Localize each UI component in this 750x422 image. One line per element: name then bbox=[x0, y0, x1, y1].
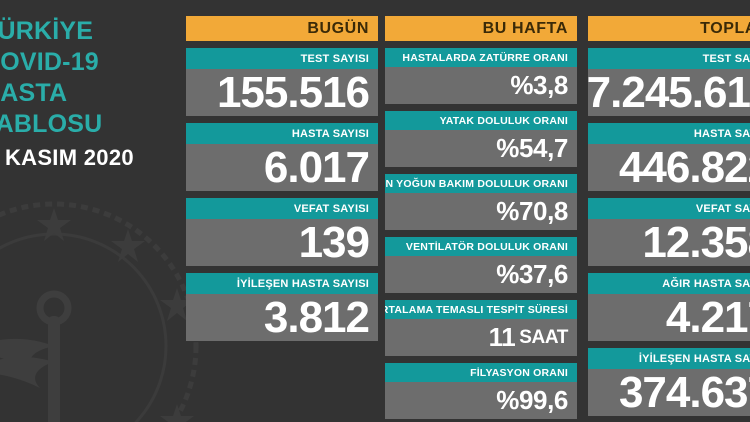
stat-label: ERİŞKİN YOĞUN BAKIM DOLULUK ORANI bbox=[385, 174, 577, 193]
stat-row: YATAK DOLULUK ORANI %54,7 bbox=[385, 111, 577, 167]
stat-value-number: 11 bbox=[488, 322, 516, 352]
stat-value: 12.358 bbox=[588, 219, 750, 266]
stat-value: %70,8 bbox=[385, 193, 577, 230]
stat-value: 11 SAAT bbox=[385, 319, 577, 356]
stat-row: TEST SAYISI 155.516 bbox=[186, 48, 378, 116]
stat-row: HASTALARDA ZATÜRRE ORANI %3,8 bbox=[385, 48, 577, 104]
stat-value: %3,8 bbox=[385, 67, 577, 104]
column-header-toplam: TOPLAM bbox=[588, 16, 750, 41]
stat-row: ERİŞKİN YOĞUN BAKIM DOLULUK ORANI %70,8 bbox=[385, 174, 577, 230]
stat-label: VENTİLATÖR DOLULUK ORANI bbox=[385, 237, 577, 256]
stat-value: %37,6 bbox=[385, 256, 577, 293]
stat-row: VEFAT SAYISI 12.358 bbox=[588, 198, 750, 266]
stat-row: VEFAT SAYISI 139 bbox=[186, 198, 378, 266]
stat-label: TEST SAYISI bbox=[186, 48, 378, 69]
stat-value: 4.217 bbox=[588, 294, 750, 341]
stat-value: 3.812 bbox=[186, 294, 378, 341]
column-header-bugun: BUGÜN bbox=[186, 16, 378, 41]
column-bugun: BUGÜN TEST SAYISI 155.516 HASTA SAYISI 6… bbox=[186, 16, 378, 341]
stat-label: VEFAT SAYISI bbox=[588, 198, 750, 219]
stat-label: İYİLEŞEN HASTA SAYISI bbox=[186, 273, 378, 294]
page-title: TÜRKİYE COVID-19 HASTA TABLOSU bbox=[0, 16, 187, 140]
stat-value: 374.637 bbox=[588, 369, 750, 416]
stat-value-unit: SAAT bbox=[519, 326, 568, 348]
stat-row: İYİLEŞEN HASTA SAYISI 374.637 bbox=[588, 348, 750, 416]
stat-label: TEST SAYISI bbox=[588, 48, 750, 69]
stat-label: VEFAT SAYISI bbox=[186, 198, 378, 219]
column-bu-hafta: BU HAFTA HASTALARDA ZATÜRRE ORANI %3,8 Y… bbox=[385, 16, 577, 419]
stat-row: ORTALAMA TEMASLI TESPİT SÜRESİ 11 SAAT bbox=[385, 300, 577, 356]
stat-row: HASTA SAYISI 6.017 bbox=[186, 123, 378, 191]
stat-value: %99,6 bbox=[385, 382, 577, 419]
stat-value: 446.822 bbox=[588, 144, 750, 191]
stat-value: 17.245.611 bbox=[588, 69, 750, 116]
stat-label: HASTA SAYISI bbox=[588, 123, 750, 144]
title-line-3: HASTA bbox=[0, 79, 68, 107]
ministry-emblem-icon bbox=[0, 201, 199, 422]
stat-label: AĞIR HASTA SAYISI bbox=[588, 273, 750, 294]
stat-value: 139 bbox=[186, 219, 378, 266]
report-date: 2 KASIM 2020 bbox=[0, 145, 134, 170]
stat-label: FİLYASYON ORANI bbox=[385, 363, 577, 382]
stat-value: 155.516 bbox=[186, 69, 378, 116]
stat-row: FİLYASYON ORANI %99,6 bbox=[385, 363, 577, 419]
stat-label: ORTALAMA TEMASLI TESPİT SÜRESİ bbox=[385, 300, 577, 319]
stat-label: YATAK DOLULUK ORANI bbox=[385, 111, 577, 130]
stat-row: İYİLEŞEN HASTA SAYISI 3.812 bbox=[186, 273, 378, 341]
stat-row: VENTİLATÖR DOLULUK ORANI %37,6 bbox=[385, 237, 577, 293]
stat-label: HASTALARDA ZATÜRRE ORANI bbox=[385, 48, 577, 67]
column-toplam: TOPLAM TEST SAYISI 17.245.611 HASTA SAYI… bbox=[588, 16, 750, 416]
column-header-bu-hafta: BU HAFTA bbox=[385, 16, 577, 41]
stat-row: HASTA SAYISI 446.822 bbox=[588, 123, 750, 191]
title-line-2: COVID-19 bbox=[0, 48, 99, 76]
title-line-4: TABLOSU bbox=[0, 110, 103, 138]
stat-value: %54,7 bbox=[385, 130, 577, 167]
stat-value: 6.017 bbox=[186, 144, 378, 191]
stat-label: HASTA SAYISI bbox=[186, 123, 378, 144]
stat-row: AĞIR HASTA SAYISI 4.217 bbox=[588, 273, 750, 341]
title-line-1: TÜRKİYE bbox=[0, 17, 94, 45]
stat-label: İYİLEŞEN HASTA SAYISI bbox=[588, 348, 750, 369]
stat-row: TEST SAYISI 17.245.611 bbox=[588, 48, 750, 116]
